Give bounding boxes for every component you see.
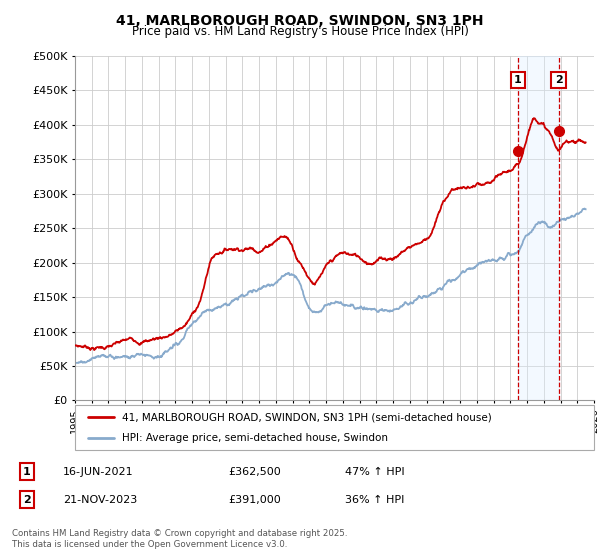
Text: 1: 1 <box>514 75 522 85</box>
Text: Price paid vs. HM Land Registry's House Price Index (HPI): Price paid vs. HM Land Registry's House … <box>131 25 469 38</box>
Text: 21-NOV-2023: 21-NOV-2023 <box>63 494 137 505</box>
Text: £362,500: £362,500 <box>228 466 281 477</box>
Text: 36% ↑ HPI: 36% ↑ HPI <box>345 494 404 505</box>
Text: Contains HM Land Registry data © Crown copyright and database right 2025.
This d: Contains HM Land Registry data © Crown c… <box>12 529 347 549</box>
Text: 41, MARLBOROUGH ROAD, SWINDON, SN3 1PH: 41, MARLBOROUGH ROAD, SWINDON, SN3 1PH <box>116 14 484 28</box>
Text: HPI: Average price, semi-detached house, Swindon: HPI: Average price, semi-detached house,… <box>122 433 388 444</box>
FancyBboxPatch shape <box>75 405 594 450</box>
Text: 2: 2 <box>555 75 563 85</box>
Bar <box>518 56 559 400</box>
Text: £391,000: £391,000 <box>228 494 281 505</box>
Text: 16-JUN-2021: 16-JUN-2021 <box>63 466 134 477</box>
Text: 47% ↑ HPI: 47% ↑ HPI <box>345 466 404 477</box>
Text: 1: 1 <box>23 466 31 477</box>
Text: 2: 2 <box>23 494 31 505</box>
Text: 41, MARLBOROUGH ROAD, SWINDON, SN3 1PH (semi-detached house): 41, MARLBOROUGH ROAD, SWINDON, SN3 1PH (… <box>122 412 491 422</box>
